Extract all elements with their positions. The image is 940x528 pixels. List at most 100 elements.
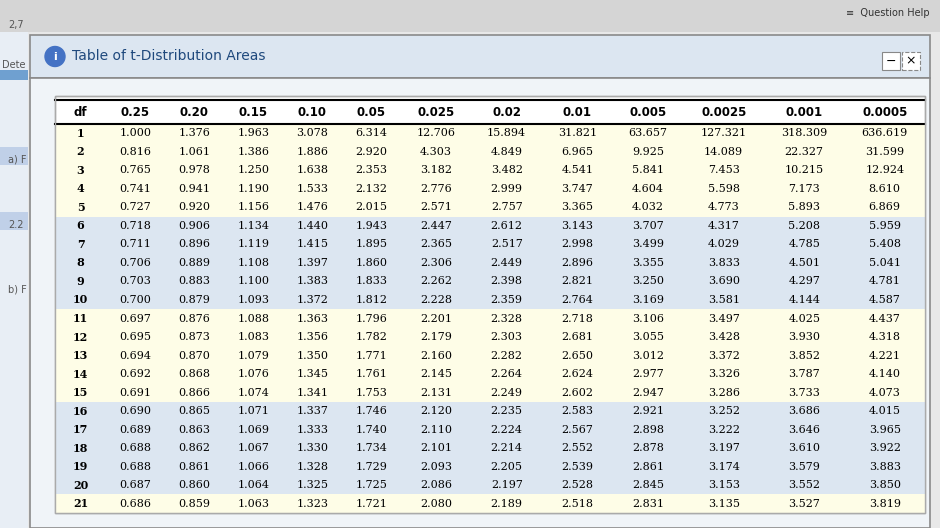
Text: 4.029: 4.029 <box>708 239 740 249</box>
Text: 1.761: 1.761 <box>355 369 387 379</box>
Text: 15.894: 15.894 <box>487 128 526 138</box>
Text: 2.015: 2.015 <box>355 202 387 212</box>
Text: 2.306: 2.306 <box>420 258 452 268</box>
Text: 3.833: 3.833 <box>708 258 740 268</box>
Text: 0.695: 0.695 <box>119 332 151 342</box>
Text: 1.638: 1.638 <box>296 165 328 175</box>
Bar <box>55 198 925 216</box>
Text: 1.067: 1.067 <box>238 443 269 453</box>
Text: 2.110: 2.110 <box>420 425 452 435</box>
Text: 2.201: 2.201 <box>420 314 452 324</box>
Text: 4.140: 4.140 <box>869 369 901 379</box>
Text: 0.706: 0.706 <box>119 258 151 268</box>
Text: 15: 15 <box>72 387 88 398</box>
Bar <box>55 402 925 420</box>
Text: 2.921: 2.921 <box>632 406 664 416</box>
Text: 3.930: 3.930 <box>789 332 821 342</box>
Text: 2.264: 2.264 <box>491 369 523 379</box>
Text: 20: 20 <box>73 480 88 491</box>
Text: 0.690: 0.690 <box>119 406 151 416</box>
Text: 0.906: 0.906 <box>179 221 211 231</box>
Text: 1.083: 1.083 <box>238 332 270 342</box>
Text: 3.143: 3.143 <box>561 221 593 231</box>
Text: 1: 1 <box>77 128 85 139</box>
Text: 2.120: 2.120 <box>420 406 452 416</box>
Text: Dete: Dete <box>2 60 25 70</box>
Text: 1.066: 1.066 <box>238 461 270 472</box>
Text: 6.965: 6.965 <box>561 147 593 157</box>
Bar <box>55 439 925 457</box>
Text: 2.214: 2.214 <box>491 443 523 453</box>
Text: 18: 18 <box>72 442 88 454</box>
Text: 3.850: 3.850 <box>869 480 901 490</box>
Text: 11: 11 <box>73 313 88 324</box>
Text: 1.734: 1.734 <box>355 443 387 453</box>
Text: 3.197: 3.197 <box>708 443 740 453</box>
Text: 1.071: 1.071 <box>238 406 269 416</box>
Text: 1.064: 1.064 <box>238 480 270 490</box>
Text: 3.819: 3.819 <box>869 499 901 509</box>
Text: 1.100: 1.100 <box>238 277 270 287</box>
Text: 2.977: 2.977 <box>633 369 664 379</box>
Text: 3.174: 3.174 <box>708 461 740 472</box>
Text: 5.208: 5.208 <box>789 221 821 231</box>
Text: 0.896: 0.896 <box>179 239 211 249</box>
Text: 2.878: 2.878 <box>633 443 664 453</box>
Text: 0.697: 0.697 <box>119 314 151 324</box>
Text: 2.449: 2.449 <box>491 258 523 268</box>
Text: 0.689: 0.689 <box>119 425 151 435</box>
Text: 1.325: 1.325 <box>296 480 328 490</box>
Text: 0.727: 0.727 <box>119 202 151 212</box>
Text: 2.359: 2.359 <box>491 295 523 305</box>
Text: 4.587: 4.587 <box>869 295 901 305</box>
Text: 4.317: 4.317 <box>708 221 740 231</box>
Text: 2.2: 2.2 <box>8 220 24 230</box>
Text: 1.093: 1.093 <box>238 295 270 305</box>
Text: a) F: a) F <box>8 155 26 165</box>
Text: 2.365: 2.365 <box>420 239 452 249</box>
Text: 10.215: 10.215 <box>785 165 823 175</box>
Text: 2.539: 2.539 <box>561 461 593 472</box>
Text: 0.694: 0.694 <box>119 351 151 361</box>
Text: 17: 17 <box>72 424 88 435</box>
Text: 2.650: 2.650 <box>561 351 593 361</box>
Text: 1.886: 1.886 <box>296 147 328 157</box>
Text: 1.363: 1.363 <box>296 314 328 324</box>
Text: 1.190: 1.190 <box>238 184 270 194</box>
Text: 1.740: 1.740 <box>355 425 387 435</box>
Text: 3.965: 3.965 <box>869 425 901 435</box>
Text: 2.517: 2.517 <box>491 239 523 249</box>
Text: 4.303: 4.303 <box>420 147 452 157</box>
Text: 1.729: 1.729 <box>355 461 387 472</box>
Text: −: − <box>885 54 896 68</box>
Text: 0.816: 0.816 <box>119 147 151 157</box>
Bar <box>0 32 28 528</box>
Text: 2.624: 2.624 <box>561 369 593 379</box>
Bar <box>55 235 925 253</box>
Text: 4.437: 4.437 <box>869 314 901 324</box>
Text: 3.078: 3.078 <box>296 128 328 138</box>
Text: ×: × <box>906 54 916 68</box>
Text: 2.821: 2.821 <box>561 277 593 287</box>
Bar <box>0 212 28 230</box>
Text: 0.861: 0.861 <box>179 461 211 472</box>
Text: 2.920: 2.920 <box>355 147 387 157</box>
Text: 3.707: 3.707 <box>633 221 664 231</box>
Text: 0.862: 0.862 <box>179 443 211 453</box>
Text: 0.692: 0.692 <box>119 369 151 379</box>
Bar <box>55 365 925 383</box>
Text: 0.865: 0.865 <box>179 406 211 416</box>
Text: 6.869: 6.869 <box>869 202 901 212</box>
Text: 2.131: 2.131 <box>420 388 452 398</box>
Text: 2.228: 2.228 <box>420 295 452 305</box>
Text: 3.365: 3.365 <box>561 202 593 212</box>
Text: 3.527: 3.527 <box>789 499 821 509</box>
Text: 0.687: 0.687 <box>119 480 151 490</box>
Text: 5.959: 5.959 <box>869 221 901 231</box>
Text: 1.134: 1.134 <box>238 221 270 231</box>
Text: 1.108: 1.108 <box>238 258 270 268</box>
Text: 3.733: 3.733 <box>789 388 821 398</box>
Bar <box>55 420 925 439</box>
Text: 2.583: 2.583 <box>561 406 593 416</box>
Text: 4.604: 4.604 <box>632 184 664 194</box>
